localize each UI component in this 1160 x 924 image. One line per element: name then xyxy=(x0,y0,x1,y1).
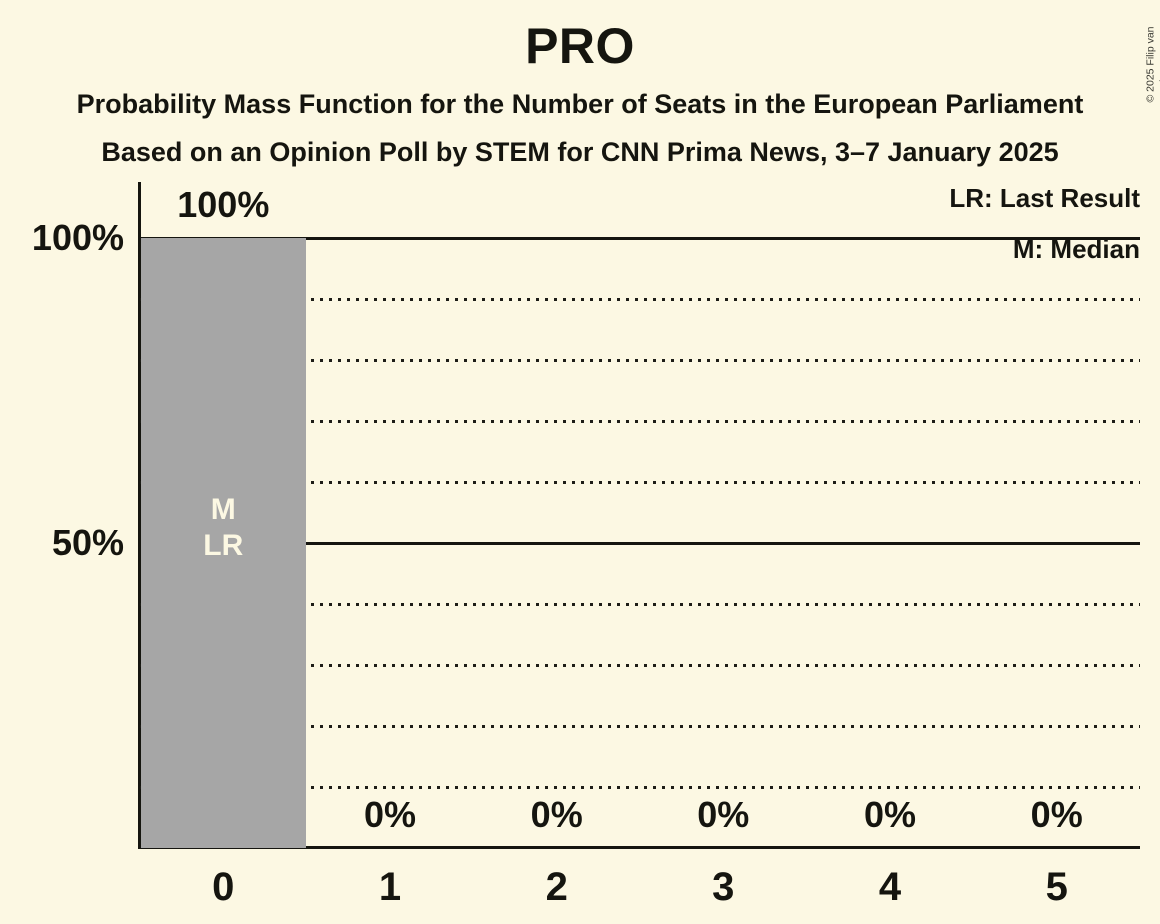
gridline-50pct xyxy=(140,541,1140,545)
y-axis-tick-100: 100% xyxy=(31,217,124,258)
gridline-10pct xyxy=(140,785,1140,789)
x-axis-line xyxy=(138,846,1140,849)
legend-last-result: LR: Last Result xyxy=(949,183,1140,213)
y-axis-line xyxy=(138,182,141,849)
legend-median: M: Median xyxy=(1012,234,1140,264)
copyright-notice: © 2025 Filip van Laenen xyxy=(1144,26,1160,103)
y-axis-tick-50: 50% xyxy=(51,522,124,563)
x-tick-label-2: 2 xyxy=(545,865,568,909)
gridline-70pct xyxy=(140,419,1140,423)
page-title: PRO xyxy=(525,18,635,74)
bar-value-label-2: 0% xyxy=(530,794,583,835)
gridline-90pct xyxy=(140,297,1140,301)
bar-value-label-4: 0% xyxy=(863,794,917,835)
x-tick-label-0: 0 xyxy=(212,865,235,909)
bar-seats-0 xyxy=(140,238,306,848)
x-tick-label-1: 1 xyxy=(378,865,402,909)
chart-source-line: Based on an Opinion Poll by STEM for CNN… xyxy=(101,137,1059,167)
gridline-80pct xyxy=(140,358,1140,362)
gridline-60pct xyxy=(140,480,1140,484)
bar-value-label-0: 100% xyxy=(177,184,270,225)
bar-value-label-5: 0% xyxy=(1030,794,1083,835)
x-tick-label-3: 3 xyxy=(712,865,735,909)
bar-value-label-3: 0% xyxy=(697,794,750,835)
bar-annotation-0: M LR xyxy=(203,493,244,562)
gridline-30pct xyxy=(140,663,1140,667)
gridline-40pct xyxy=(140,602,1140,606)
bar-value-label-1: 0% xyxy=(363,794,417,835)
x-tick-label-5: 5 xyxy=(1045,865,1068,909)
chart-subtitle: Probability Mass Function for the Number… xyxy=(76,89,1084,119)
gridline-20pct xyxy=(140,724,1140,728)
x-tick-label-4: 4 xyxy=(878,865,902,909)
gridline-100pct xyxy=(140,236,1140,240)
